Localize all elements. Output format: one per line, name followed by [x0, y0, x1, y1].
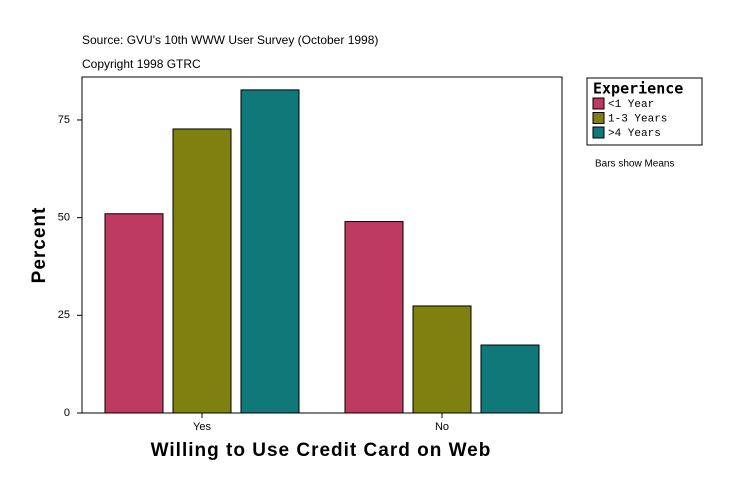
x-tick-label: No: [435, 421, 449, 433]
legend-swatch: [592, 112, 605, 124]
legend-swatch: [592, 97, 605, 110]
bar: [480, 344, 540, 414]
y-axis-label: Percent: [29, 207, 50, 284]
y-tick-label: 25: [58, 309, 70, 321]
bar: [172, 128, 232, 414]
x-axis-label: Willing to Use Credit Card on Web: [151, 440, 492, 461]
legend-label: >4 Years: [608, 128, 661, 140]
legend-title: Experience: [593, 80, 683, 98]
bar: [344, 221, 404, 414]
x-tick-label: Yes: [193, 421, 211, 433]
bar: [240, 89, 300, 414]
legend-label: <1 Year: [608, 99, 654, 111]
bar: [412, 305, 472, 414]
legend-label: 1-3 Years: [608, 113, 667, 125]
legend-box: [586, 77, 703, 146]
y-tick-label: 75: [58, 114, 70, 126]
source-text: Source: GVU's 10th WWW User Survey (Octo…: [82, 33, 378, 47]
y-tick-label: 50: [58, 212, 70, 224]
bar: [104, 213, 164, 414]
note: Bars show Means: [595, 159, 674, 170]
y-tick-label: 0: [64, 407, 70, 419]
legend-swatch: [592, 126, 605, 139]
copyright-text: Copyright 1998 GTRC: [82, 57, 201, 71]
